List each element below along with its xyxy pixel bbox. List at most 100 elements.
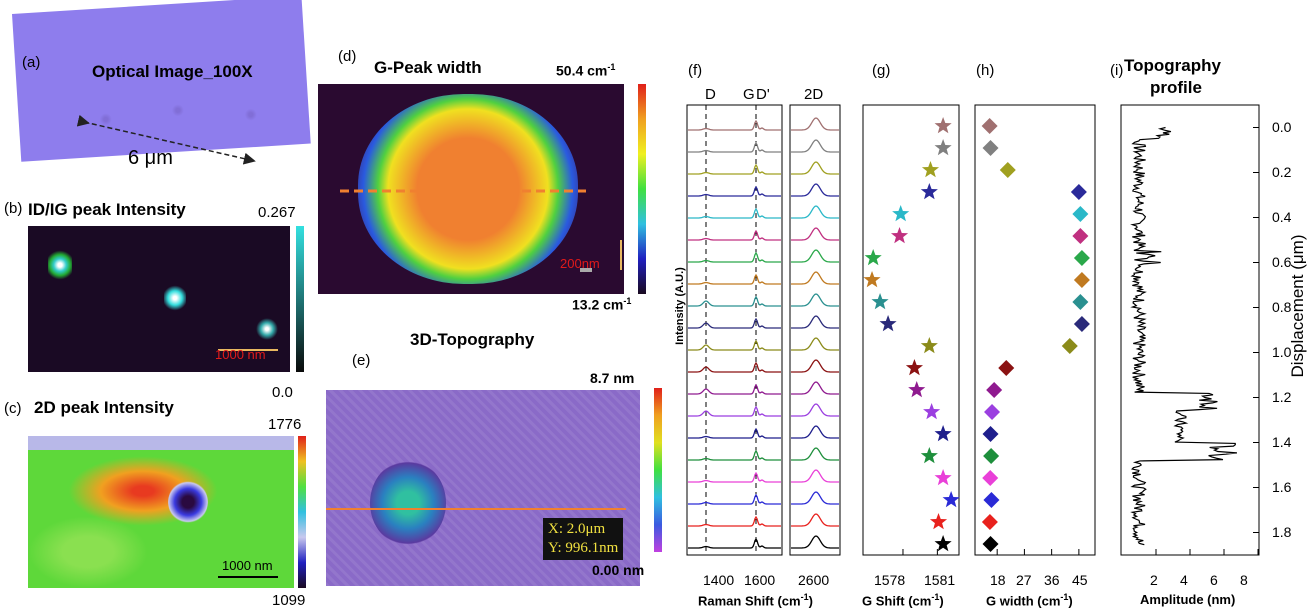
panel-label-b: (b) bbox=[4, 200, 23, 217]
gshift-star-7 bbox=[908, 381, 926, 398]
gwidth-diamond-1 bbox=[981, 514, 998, 530]
gshift-star-1 bbox=[929, 513, 948, 530]
gshift-star-10 bbox=[879, 315, 897, 332]
spectra-tick-2600: 2600 bbox=[798, 572, 830, 588]
spectrum-trace-10 bbox=[688, 317, 781, 329]
spectrum-2d-trace-19 bbox=[791, 117, 839, 131]
twod-map bbox=[28, 436, 294, 588]
peak-D-label: D bbox=[705, 86, 716, 103]
spectrum-2d-trace-12 bbox=[791, 271, 839, 285]
gshift-frame bbox=[862, 104, 960, 556]
panel-label-c: (c) bbox=[4, 400, 22, 417]
profile-tick-4: 4 bbox=[1180, 572, 1188, 588]
raman-spectra-plot bbox=[686, 104, 841, 556]
peak-Dp-label: D' bbox=[756, 86, 770, 103]
twod-colorbar-max: 1776 bbox=[268, 416, 302, 433]
spectrum-trace-13 bbox=[688, 251, 781, 263]
idig-scale-label: 1000 nm bbox=[215, 347, 266, 362]
profile-ytick-label: 0.6 bbox=[1272, 253, 1292, 270]
spectra-tick-1600: 1600 bbox=[744, 572, 776, 588]
gwidth-diamond-8 bbox=[998, 360, 1015, 376]
gwidth-cmin-text: 13.2 cm bbox=[572, 296, 624, 313]
panel-label-f: (f) bbox=[688, 62, 703, 79]
gshift-tick-1578: 1578 bbox=[874, 572, 906, 588]
gwidth-scale-label: 200nm bbox=[560, 256, 600, 271]
spectrum-trace-8 bbox=[688, 361, 781, 373]
spectrum-2d-trace-17 bbox=[791, 161, 839, 175]
gwidth-tick-36: 36 bbox=[1044, 572, 1060, 588]
gwidth-diamond-3 bbox=[982, 470, 999, 486]
gshift-xlabel: G Shift (cm-1) bbox=[862, 592, 944, 608]
spectrum-2d-trace-2 bbox=[791, 491, 839, 505]
spectrum-2d-trace-1 bbox=[791, 513, 839, 527]
panel-label-a: (a) bbox=[22, 54, 41, 71]
twod-colorbar bbox=[298, 436, 306, 588]
gshift-star-11 bbox=[871, 293, 889, 310]
gwidth-colorbar-max: 50.4 cm-1 bbox=[556, 62, 615, 79]
topo3d-colorbar bbox=[654, 388, 662, 552]
profile-ytick-label: 0.0 bbox=[1272, 118, 1292, 135]
gwidth-map bbox=[318, 84, 624, 294]
gshift-star-16 bbox=[920, 183, 938, 200]
panel-label-e: (e) bbox=[352, 352, 371, 369]
topo3d-title: 3D-Topography bbox=[410, 330, 535, 349]
spectrum-2d-trace-16 bbox=[791, 183, 839, 197]
topo3d-colorbar-min: 0.00 nm bbox=[592, 562, 645, 578]
profile-ytick-label: 0.4 bbox=[1272, 208, 1292, 225]
spectrum-2d-trace-10 bbox=[791, 315, 839, 329]
spectrum-trace-3 bbox=[688, 471, 781, 483]
gwidth-diamond-18 bbox=[982, 140, 999, 156]
profile-xlabel: Amplitude (nm) bbox=[1140, 592, 1236, 607]
spectrum-trace-4 bbox=[688, 449, 781, 461]
gwidth-diamond-11 bbox=[1072, 294, 1089, 310]
gshift-star-5 bbox=[934, 425, 952, 442]
spectra-frame-left bbox=[686, 104, 783, 556]
spectrum-trace-11 bbox=[688, 295, 781, 307]
optical-scale-label: 6 μm bbox=[128, 147, 173, 169]
panel-label-i: (i) bbox=[1110, 62, 1124, 79]
gwidth-colorbar-min: 13.2 cm-1 bbox=[572, 296, 631, 313]
gshift-tick-1581: 1581 bbox=[924, 572, 956, 588]
gwidth-diamond-9 bbox=[1061, 338, 1078, 354]
gwidth-diamond-0 bbox=[982, 536, 999, 552]
spectrum-2d-trace-7 bbox=[791, 381, 839, 395]
spectrum-2d-trace-0 bbox=[791, 535, 839, 549]
gwidth-diamond-5 bbox=[982, 426, 999, 442]
spectrum-2d-trace-3 bbox=[791, 469, 839, 483]
topo3d-colorbar-max: 8.7 nm bbox=[590, 370, 635, 386]
spectrum-2d-trace-14 bbox=[791, 227, 839, 241]
idig-title: ID/IG peak Intensity bbox=[28, 200, 186, 219]
spectrum-trace-15 bbox=[688, 207, 781, 219]
spectrum-trace-12 bbox=[688, 273, 781, 285]
gshift-star-18 bbox=[934, 139, 952, 156]
gwidth-diamond-19 bbox=[981, 118, 998, 134]
twod-scale-label: 1000 nm bbox=[222, 558, 273, 573]
profile-title-1: Topography bbox=[1124, 56, 1221, 75]
profile-tick-2: 2 bbox=[1150, 572, 1158, 588]
gwidth-xlabel: G width (cm-1) bbox=[986, 592, 1073, 608]
gwidth-diamond-4 bbox=[983, 448, 1000, 464]
gwidth-diamond-12 bbox=[1073, 272, 1090, 288]
profile-title-2: profile bbox=[1150, 78, 1202, 97]
spectra-xlabel: Raman Shift (cm-1) bbox=[698, 592, 813, 608]
gshift-star-6 bbox=[923, 403, 941, 420]
gshift-star-9 bbox=[920, 337, 938, 354]
gwidth-plot bbox=[974, 104, 1096, 556]
profile-yticks: 0.0 0.2 0.4 0.6 0.8 1.0 1.2 1.4 1.6 1.8 bbox=[1268, 104, 1302, 568]
gshift-star-4 bbox=[920, 447, 938, 464]
profile-tick-6: 6 bbox=[1210, 572, 1218, 588]
gshift-xlabel-text: G Shift (cm bbox=[862, 593, 932, 609]
panel-label-d: (d) bbox=[338, 48, 357, 65]
spectrum-trace-17 bbox=[688, 163, 781, 175]
gwidth-cmax-text: 50.4 cm bbox=[556, 62, 608, 79]
gshift-xlabel-sup: -1 bbox=[931, 592, 940, 602]
gwidth-profile-line bbox=[340, 189, 586, 193]
gwidth-diamond-2 bbox=[983, 492, 1000, 508]
profile-ytick-label: 1.8 bbox=[1272, 523, 1292, 540]
spectrum-2d-trace-8 bbox=[791, 359, 839, 373]
spectrum-trace-16 bbox=[688, 185, 781, 197]
gwidth-diamond-17 bbox=[999, 162, 1016, 178]
profile-ytick-label: 0.2 bbox=[1272, 163, 1292, 180]
twod-colorbar-min: 1099 bbox=[272, 592, 306, 609]
spectrum-2d-trace-13 bbox=[791, 249, 839, 263]
